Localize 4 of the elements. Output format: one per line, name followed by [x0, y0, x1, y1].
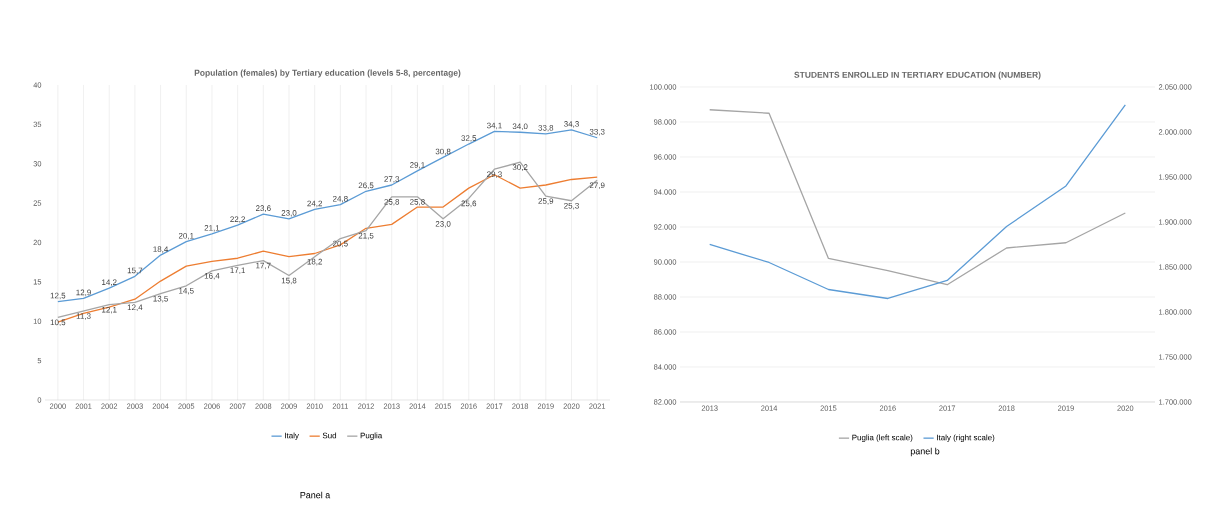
chart-title: Population (females) by Tertiary education (levels 5-8, percentage) [194, 69, 461, 78]
chart-title: STUDENTS ENROLLED IN TERTIARY EDUCATION (NUMBER) [794, 71, 1041, 80]
text: panel b [910, 447, 940, 457]
text: Panel a [300, 491, 331, 499]
